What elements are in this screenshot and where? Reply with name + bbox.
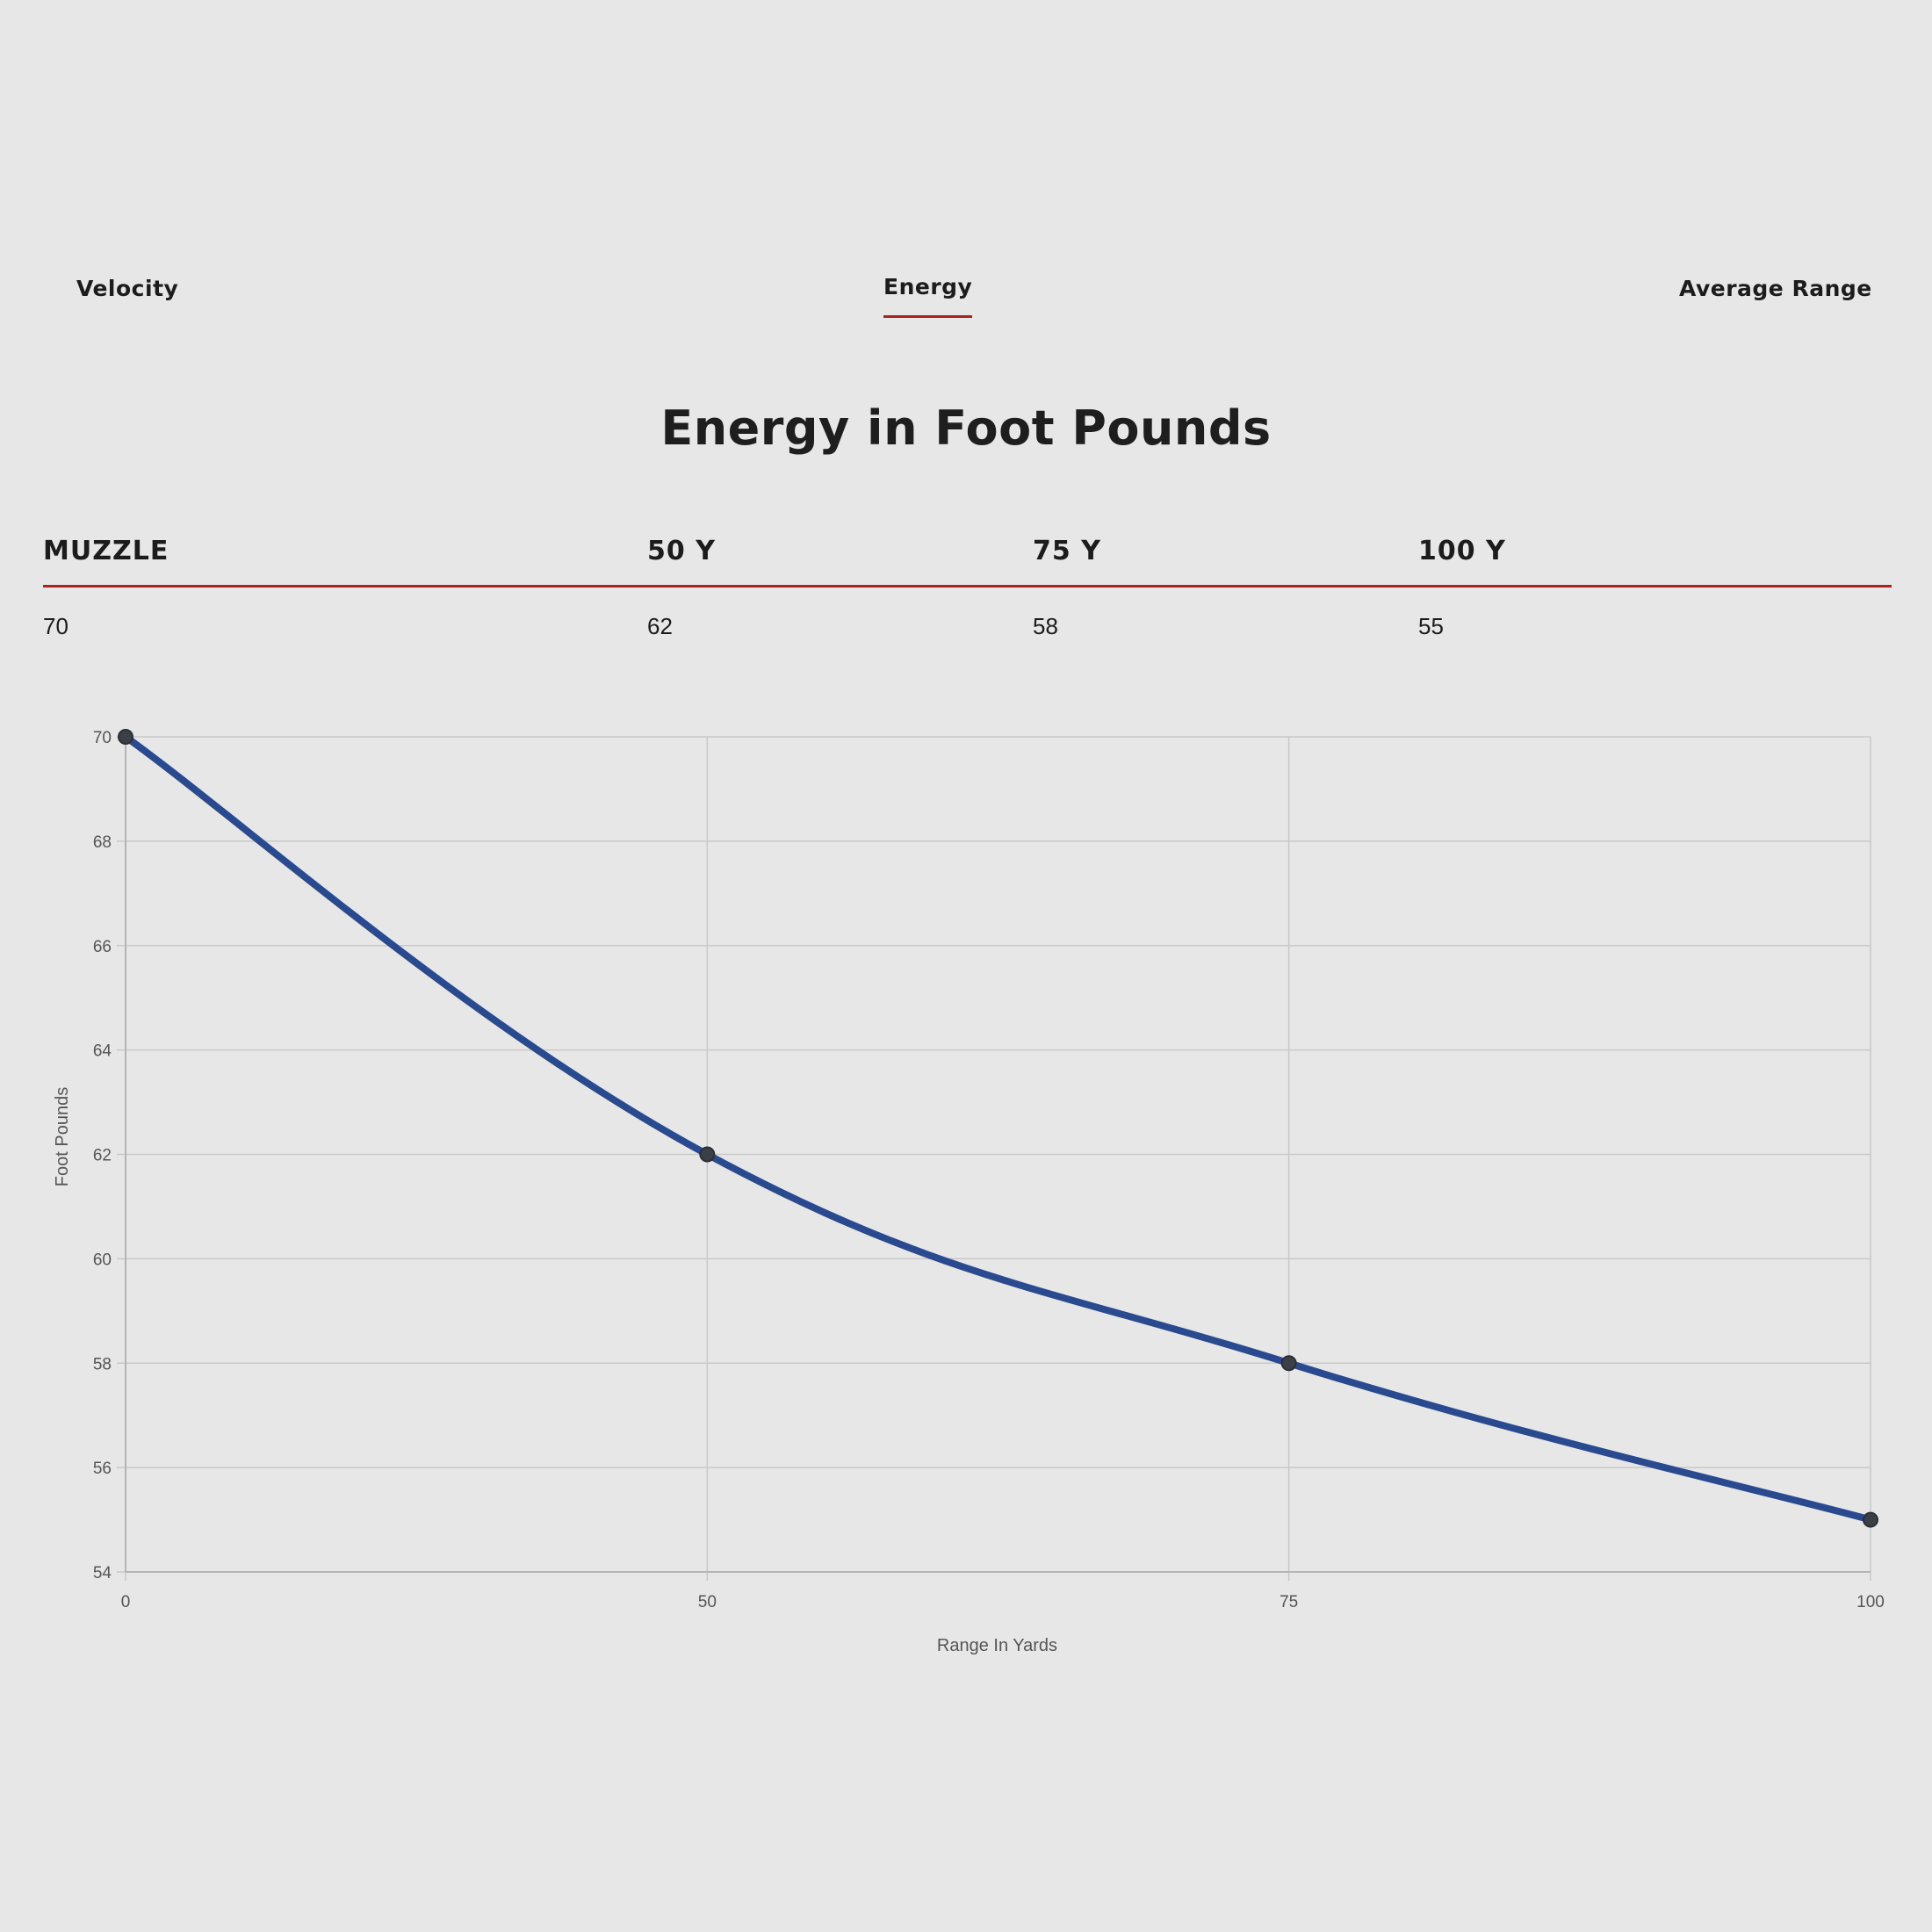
table-header-muzzle: MUZZLE	[43, 536, 169, 566]
series-line-energy	[122, 733, 1874, 1524]
y-tick-label: 60	[93, 1251, 112, 1269]
x-tick-label: 100	[1856, 1593, 1885, 1611]
y-tick-label: 68	[93, 833, 112, 852]
x-axis-title: Range In Yards	[937, 1636, 1057, 1655]
series	[118, 729, 1878, 1528]
table-value-75y: 58	[1033, 613, 1058, 639]
x-tick-label: 75	[1280, 1593, 1298, 1611]
table-header-100y: 100 Y	[1418, 536, 1506, 566]
x-tick-label: 50	[698, 1593, 717, 1611]
page-title: Energy in Foot Pounds	[660, 400, 1272, 456]
y-axis-title: Foot Pounds	[53, 1087, 72, 1186]
tab-energy[interactable]: Energy	[883, 274, 973, 318]
y-tick-label: 66	[93, 938, 112, 956]
energy-line-chart: 54 56 58 60 62 64 66 68 70 0 50 75 100 Range In Yard…	[53, 729, 1885, 1655]
y-tick-label: 56	[93, 1460, 112, 1478]
grid	[117, 736, 1871, 1581]
y-tick-label: 64	[93, 1042, 112, 1061]
tab-average-range[interactable]: Average Range	[1679, 276, 1872, 301]
data-point	[1863, 1511, 1878, 1528]
y-tick-label: 70	[93, 729, 112, 747]
tick-labels: 54 56 58 60 62 64 66 68 70 0 50 75 100	[93, 729, 1885, 1611]
x-tick-label: 0	[121, 1593, 131, 1611]
y-tick-label: 58	[93, 1355, 112, 1373]
axes	[125, 737, 1871, 1573]
table-value-100y: 55	[1418, 613, 1444, 639]
y-tick-label: 54	[93, 1564, 112, 1582]
data-point	[1280, 1355, 1297, 1372]
table-header-75y: 75 Y	[1033, 536, 1101, 566]
data-point	[118, 729, 133, 745]
y-tick-label: 62	[93, 1147, 112, 1165]
table-value-muzzle: 70	[43, 613, 68, 639]
table-divider	[43, 585, 1892, 588]
table-header-50y: 50 Y	[647, 536, 716, 566]
table-value-50y: 62	[647, 613, 673, 639]
data-point	[699, 1146, 716, 1163]
tab-velocity[interactable]: Velocity	[76, 276, 179, 301]
